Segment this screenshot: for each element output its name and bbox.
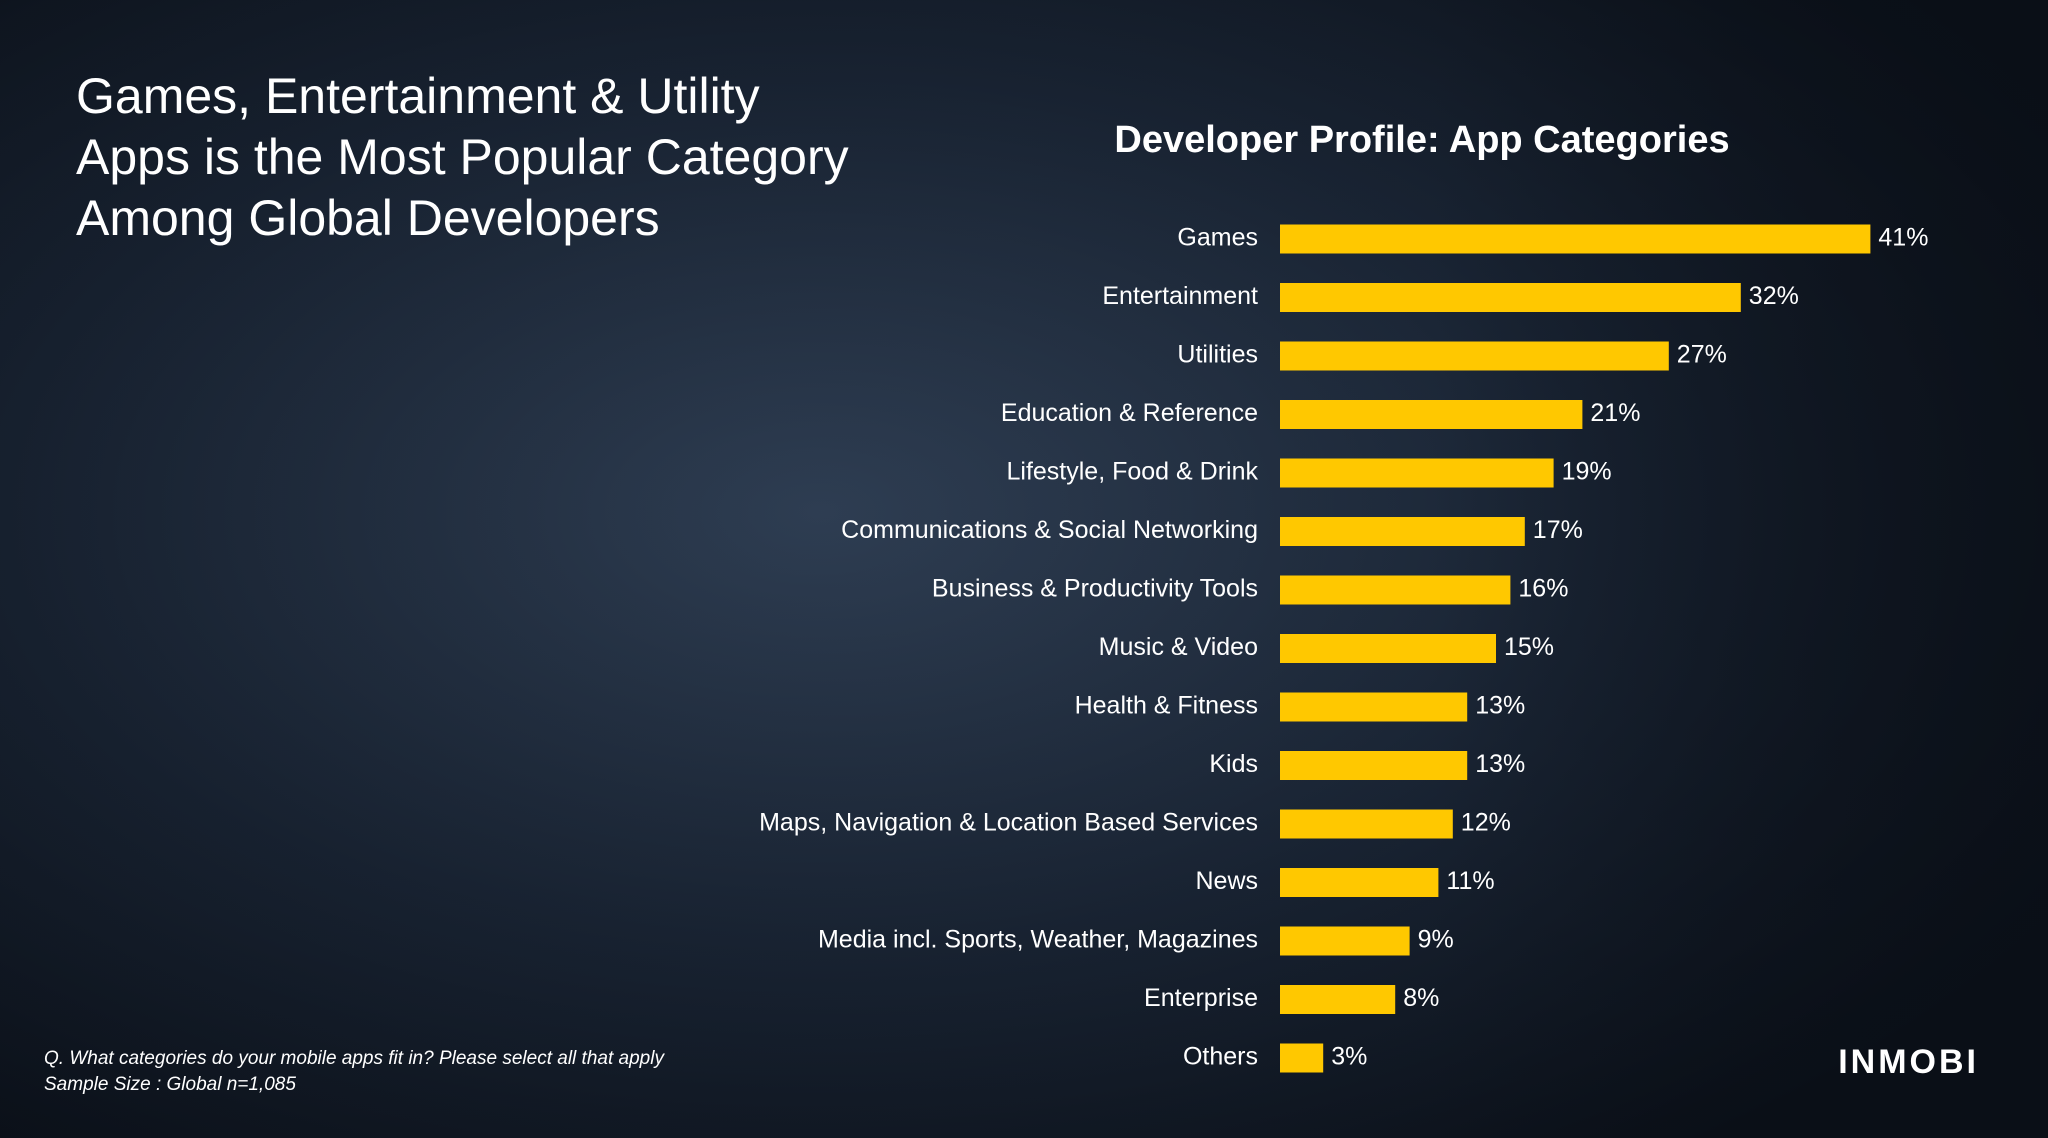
bar [1280,400,1583,429]
category-label: Communications & Social Networking [841,516,1258,544]
value-label: 32% [1749,282,1799,310]
value-label: 13% [1475,750,1525,778]
category-label: Games [1177,224,1258,252]
bar [1280,341,1669,371]
bar [1280,1043,1324,1073]
bar [1280,634,1496,663]
bar [1280,809,1453,839]
bar [1280,692,1468,722]
headline-line: Apps is the Most Popular Category [76,129,849,185]
headline-line: Games, Entertainment & Utility [76,68,760,124]
value-label: 41% [1878,224,1928,252]
logo: INMOBI [1838,1043,1979,1081]
value-label: 13% [1475,692,1525,720]
value-label: 27% [1677,341,1727,369]
bar [1280,751,1468,780]
category-label: Others [1183,1043,1258,1071]
headline-line: Among Global Developers [76,190,660,246]
category-label: Kids [1209,750,1258,778]
bar [1280,575,1511,605]
bar [1280,517,1525,546]
bar [1280,458,1554,488]
bar [1280,926,1410,956]
bar [1280,283,1741,312]
chart-title: Developer Profile: App Categories [1114,119,1729,161]
value-label: 8% [1403,984,1439,1012]
value-label: 21% [1590,399,1640,427]
bar [1280,224,1871,254]
bar [1280,868,1439,897]
value-label: 12% [1461,809,1511,837]
category-label: Music & Video [1099,633,1258,661]
footnote: Q. What categories do your mobile apps f… [44,1048,665,1069]
category-label: Education & Reference [1001,399,1258,427]
footnote: Sample Size : Global n=1,085 [44,1074,296,1095]
category-label: Utilities [1177,341,1258,369]
value-label: 17% [1533,516,1583,544]
category-label: Business & Productivity Tools [932,575,1258,603]
value-label: 3% [1331,1043,1367,1071]
category-label: Health & Fitness [1075,692,1258,720]
value-label: 9% [1418,926,1454,954]
category-label: Media incl. Sports, Weather, Magazines [818,926,1258,954]
bar [1280,985,1396,1014]
category-label: Maps, Navigation & Location Based Servic… [759,809,1258,837]
category-label: Entertainment [1102,282,1258,310]
value-label: 11% [1446,867,1494,895]
value-label: 19% [1562,458,1612,486]
category-label: News [1195,867,1258,895]
category-label: Enterprise [1144,984,1258,1012]
category-label: Lifestyle, Food & Drink [1007,458,1259,486]
value-label: 16% [1518,575,1568,603]
value-label: 15% [1504,633,1554,661]
